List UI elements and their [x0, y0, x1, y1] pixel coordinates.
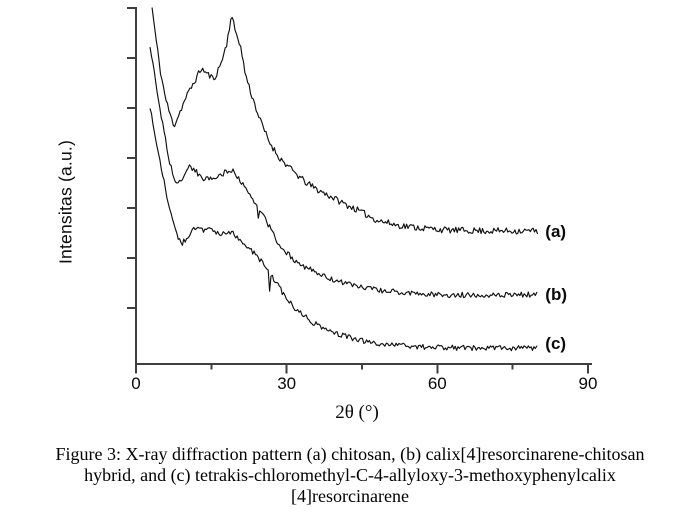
- curve-label-a: (a): [545, 222, 567, 242]
- curve-label-c: (c): [545, 334, 567, 354]
- xrd-curve-c: [149, 108, 538, 352]
- figure-caption-line: [4]resorcinarene: [291, 486, 409, 506]
- xrd-plot-canvas: [127, 7, 592, 374]
- xrd-curve-b: [149, 47, 538, 299]
- figure-caption-line: hybrid, and (c) tetrakis-chloromethyl-C-…: [84, 465, 616, 485]
- curve-label-b: (b): [545, 285, 567, 305]
- x-axis-label: 2θ (°): [335, 402, 379, 423]
- x-tick-label: 30: [277, 374, 297, 393]
- xrd-curve-a: [151, 7, 538, 235]
- y-axis-label: Intensitas (a.u.): [55, 139, 76, 265]
- figure-caption: Figure 3: X-ray diffraction pattern (a) …: [0, 444, 700, 507]
- x-tick-label: 90: [578, 374, 598, 393]
- x-tick-label: 60: [427, 374, 447, 393]
- x-tick-label: 0: [131, 374, 141, 393]
- figure-caption-line: Figure 3: X-ray diffraction pattern (a) …: [55, 444, 645, 464]
